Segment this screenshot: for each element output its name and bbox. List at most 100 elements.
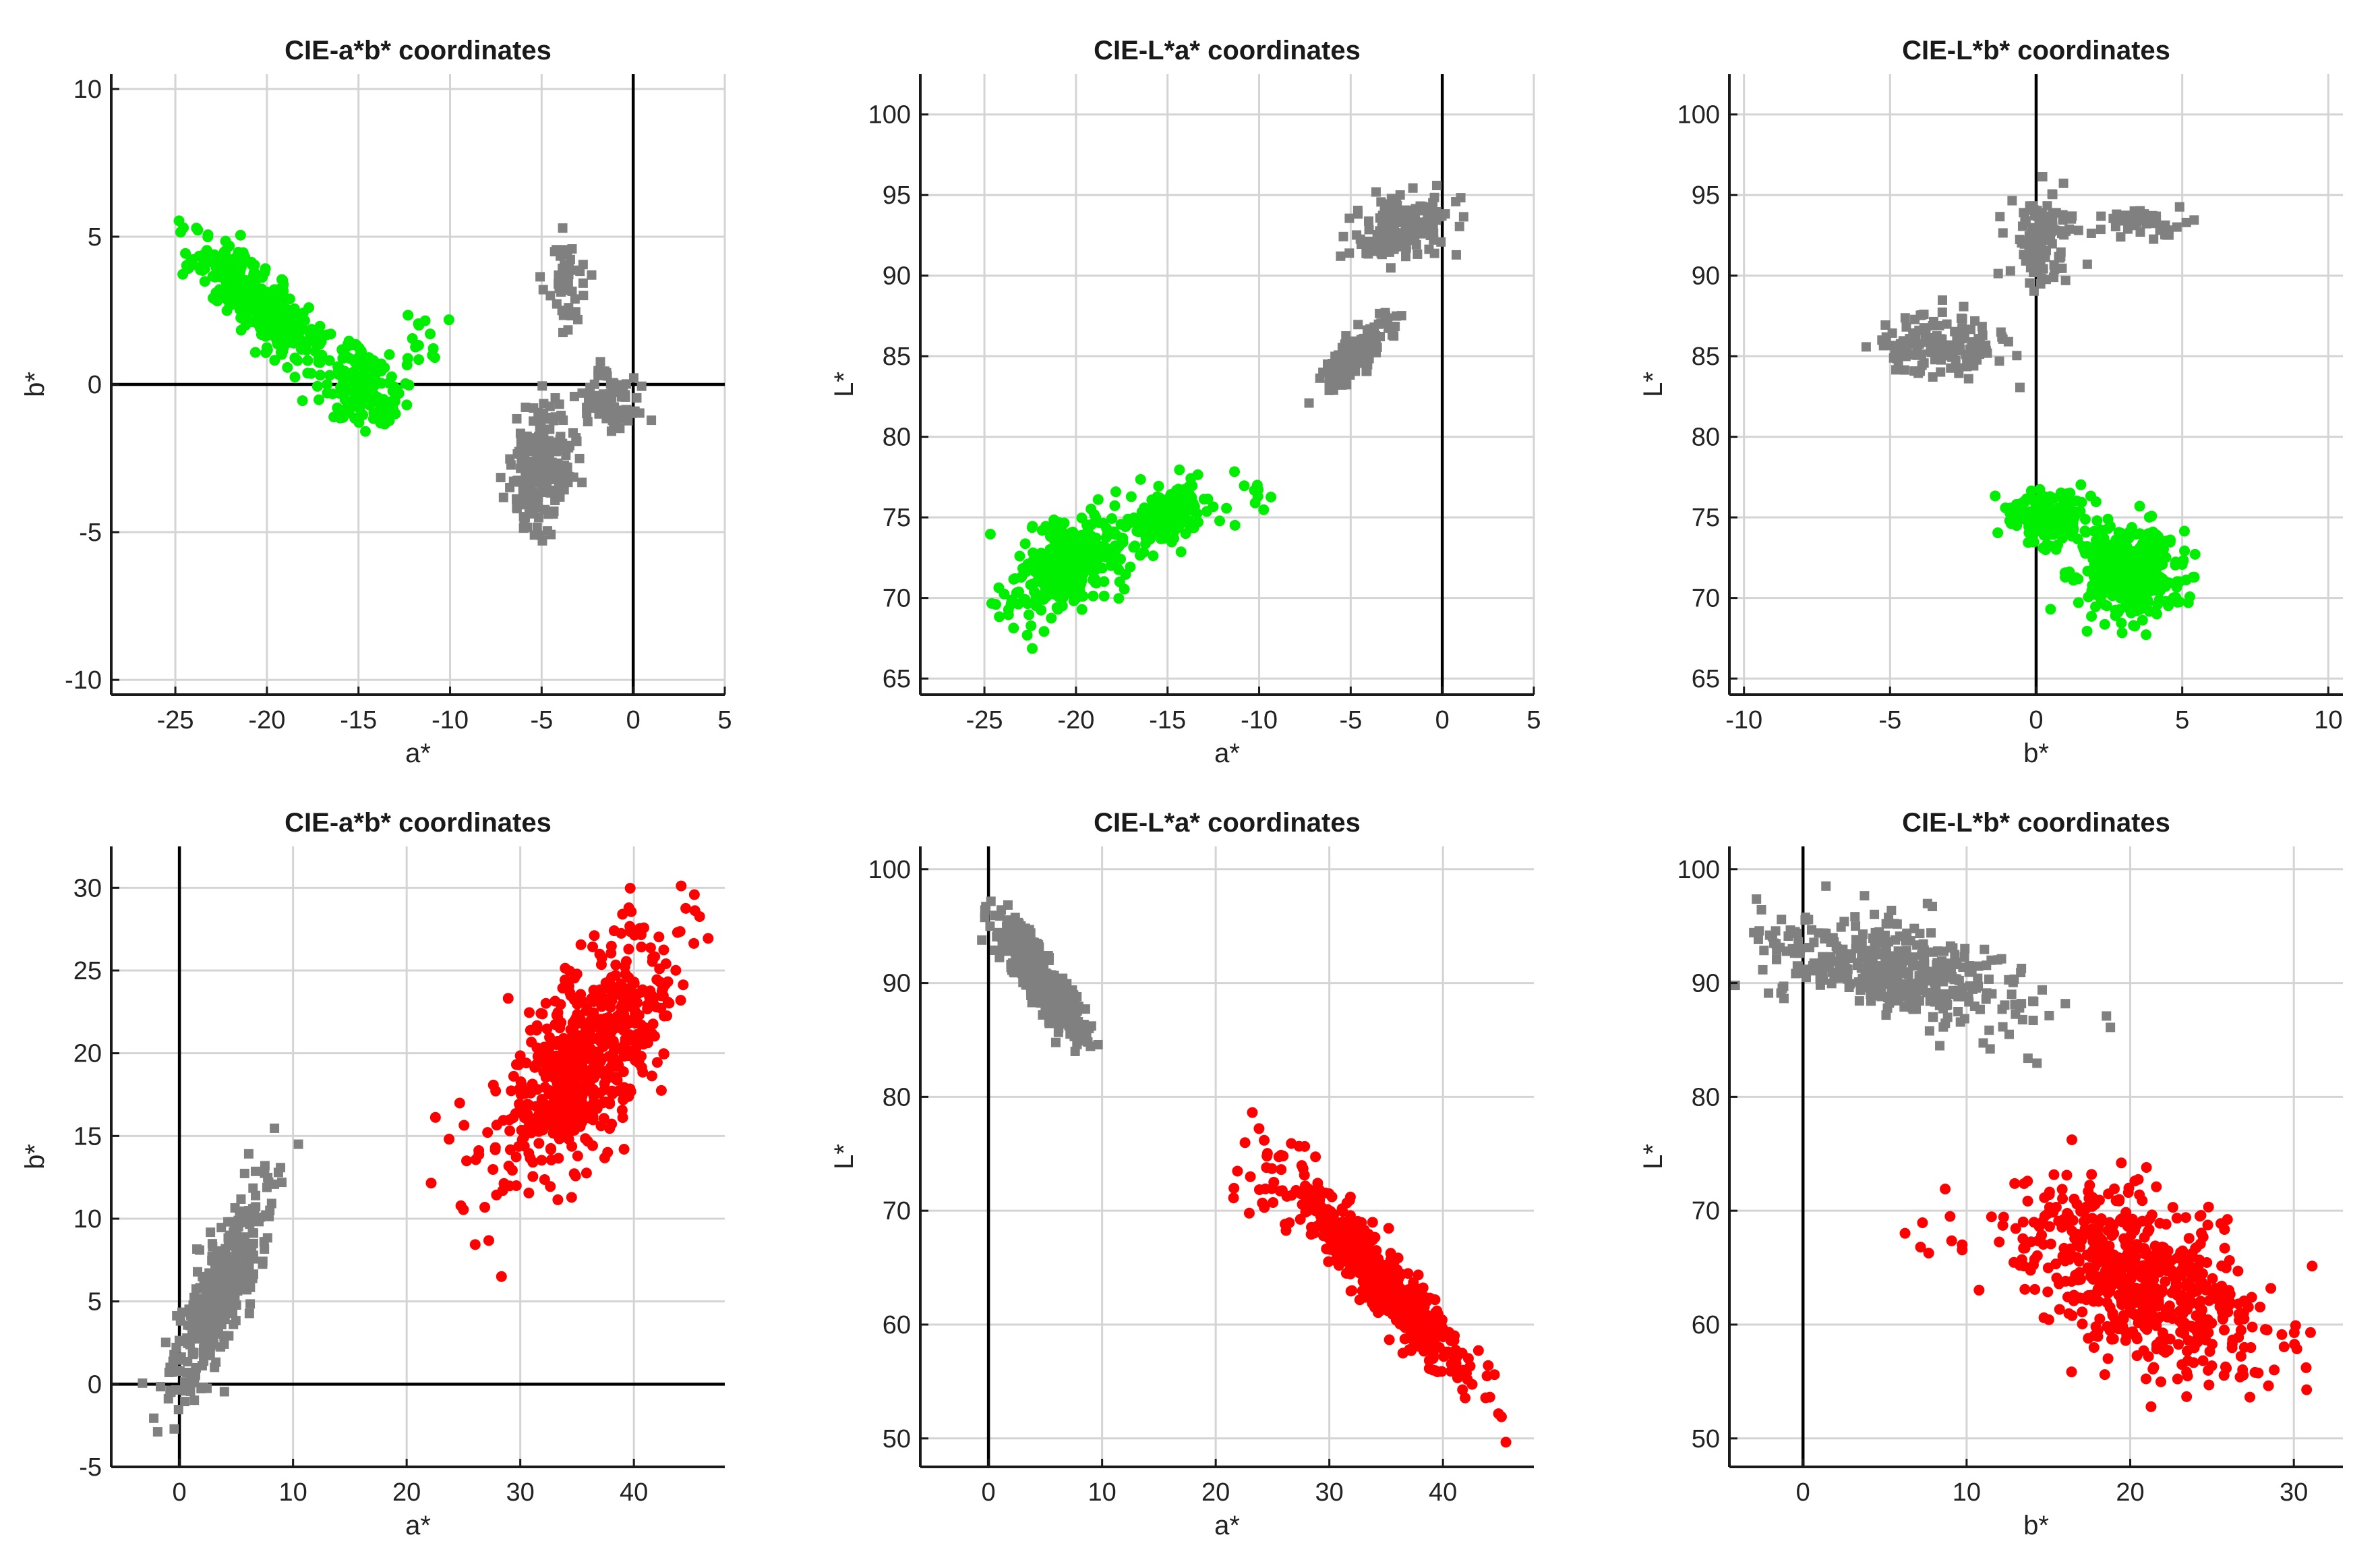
- x-axis-label: b*: [2023, 738, 2049, 768]
- data-point: [529, 496, 539, 506]
- data-point: [524, 1007, 535, 1018]
- data-point: [496, 473, 506, 483]
- data-point: [205, 256, 216, 267]
- data-point: [602, 997, 614, 1009]
- data-point: [550, 1101, 562, 1113]
- data-point: [1338, 231, 1348, 241]
- data-point: [1963, 374, 1973, 384]
- data-point: [2082, 259, 2092, 269]
- data-point: [202, 1302, 212, 1312]
- data-point: [213, 1322, 223, 1332]
- data-point: [2158, 544, 2170, 555]
- y-tick-label: 30: [73, 874, 102, 902]
- data-point: [1105, 560, 1117, 571]
- data-point: [2170, 591, 2182, 603]
- data-point: [647, 415, 657, 426]
- data-point: [2065, 497, 2077, 509]
- data-point: [1232, 1165, 1243, 1177]
- data-point: [262, 1182, 272, 1192]
- data-point: [547, 1068, 559, 1079]
- data-point: [565, 254, 575, 264]
- data-point: [156, 1382, 166, 1392]
- data-point: [1069, 1031, 1079, 1041]
- data-point: [1380, 308, 1390, 318]
- data-point: [1891, 365, 1901, 375]
- data-point: [659, 979, 671, 990]
- data-point: [2019, 208, 2029, 218]
- data-point: [537, 381, 547, 391]
- data-point: [1044, 531, 1056, 542]
- x-tick-label: 0: [982, 1478, 996, 1507]
- data-point: [585, 382, 595, 393]
- data-point: [284, 293, 295, 305]
- data-point: [2071, 572, 2082, 583]
- data-point: [1071, 561, 1083, 573]
- data-point: [595, 1036, 606, 1047]
- data-point: [1050, 1037, 1061, 1047]
- data-point: [1339, 1225, 1350, 1237]
- data-point: [564, 442, 574, 453]
- data-point: [1319, 1187, 1331, 1198]
- data-point: [1422, 1323, 1433, 1334]
- chart-title: CIE-a*b* coordinates: [285, 808, 552, 838]
- data-point: [626, 906, 637, 917]
- data-point: [1290, 1185, 1302, 1196]
- data-point: [311, 380, 323, 392]
- data-point: [1180, 528, 1191, 540]
- data-point: [632, 393, 642, 403]
- data-point: [1040, 1006, 1050, 1016]
- data-point: [570, 1093, 581, 1105]
- data-point: [1247, 1107, 1258, 1118]
- data-point: [2089, 578, 2100, 589]
- data-point: [1027, 521, 1038, 532]
- data-point: [138, 1378, 148, 1388]
- data-point: [2116, 617, 2127, 629]
- data-point: [1454, 221, 1464, 231]
- data-point: [658, 1048, 670, 1060]
- data-point: [1919, 358, 1929, 368]
- data-point: [1457, 1384, 1468, 1395]
- data-point: [1359, 334, 1369, 344]
- data-point: [565, 1024, 576, 1035]
- data-point: [620, 1033, 631, 1045]
- chart-title: CIE-a*b* coordinates: [285, 36, 552, 65]
- data-point: [531, 463, 541, 473]
- data-point: [620, 956, 632, 967]
- series-green-samples: [984, 464, 1277, 654]
- data-point: [1404, 1343, 1415, 1355]
- data-point: [1436, 237, 1446, 247]
- series-gray-samples: [977, 896, 1103, 1056]
- data-point: [614, 1008, 626, 1020]
- data-point: [1011, 587, 1022, 599]
- data-point: [538, 1066, 549, 1078]
- data-point: [1937, 307, 1947, 317]
- data-point: [454, 1097, 465, 1109]
- data-point: [1361, 351, 1371, 361]
- data-point: [1076, 591, 1088, 602]
- y-tick-label: 90: [883, 970, 911, 998]
- data-point: [636, 942, 647, 953]
- data-point: [2128, 620, 2139, 631]
- data-point: [1266, 492, 1277, 503]
- data-point: [1942, 319, 1952, 329]
- data-point: [1353, 320, 1363, 330]
- data-point: [574, 453, 585, 463]
- data-point: [1069, 575, 1081, 586]
- data-point: [1119, 583, 1130, 595]
- data-point: [425, 328, 436, 340]
- data-point: [277, 1178, 287, 1188]
- x-tick-label: 20: [1201, 1478, 1230, 1507]
- data-point: [599, 1096, 611, 1107]
- data-point: [568, 1124, 580, 1136]
- data-point: [1038, 626, 1050, 637]
- data-point: [242, 1267, 252, 1277]
- data-point: [594, 1022, 605, 1034]
- data-point: [209, 293, 220, 305]
- data-point: [563, 325, 573, 335]
- data-point: [2135, 215, 2145, 225]
- x-tick-label: 30: [1315, 1478, 1344, 1507]
- data-point: [1138, 546, 1150, 558]
- data-point: [1060, 990, 1070, 1000]
